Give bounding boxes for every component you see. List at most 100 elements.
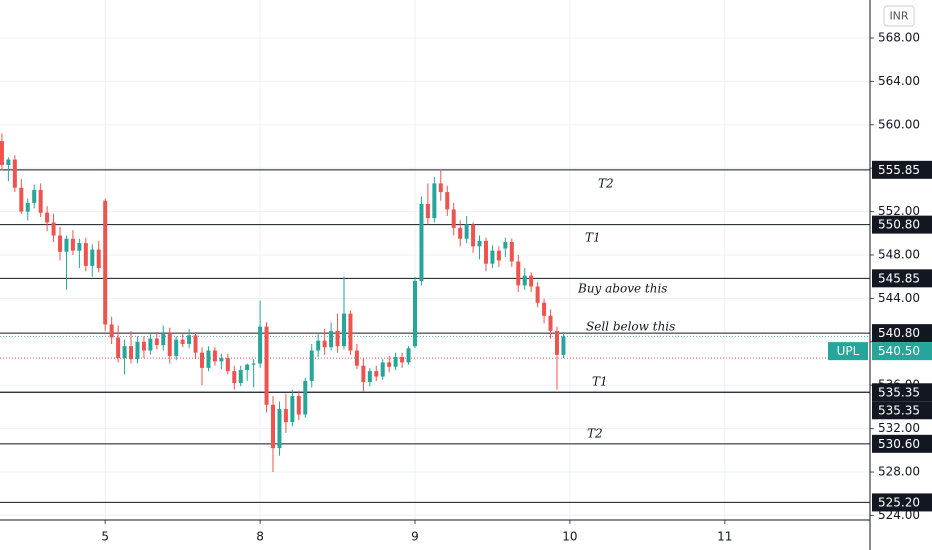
candle-body [432,183,437,219]
candle-body [277,409,282,449]
candle-body [535,286,540,303]
price-tag-label: 550.80 [878,218,920,232]
annotation: Sell below this [586,320,675,334]
candle-body [483,240,488,264]
candle-body [206,350,211,368]
y-tick-label: 528.00 [878,465,920,479]
price-tag-label: 555.85 [878,163,920,177]
candle-body [141,341,146,351]
candle-body [554,330,559,355]
candle-body [38,189,43,213]
currency-button[interactable] [883,5,915,27]
candle-body [25,202,30,212]
annotation: Buy above this [577,282,667,296]
candle-body [406,348,411,363]
candle-body [374,371,379,377]
candle-body [219,358,224,362]
level-price-tag [872,383,932,402]
candle-body [335,330,340,347]
x-tick-label: 11 [717,530,732,544]
candle-body [471,224,476,247]
candle-body [451,209,456,228]
annotation: T2 [598,177,614,191]
candle-body [445,192,450,210]
candle-body [200,352,205,368]
ann-layer: T2 T1 Buy above this Sell below this T1 T2 [577,177,675,441]
candle-body [522,275,527,286]
candle-body [464,224,469,239]
level-price-tag [872,401,932,420]
candle-body [32,189,37,203]
candle-body [96,249,101,269]
x-tick-label: 5 [101,530,109,544]
price-tag-label: 535.35 [878,385,920,399]
annotation: T1 [592,375,608,389]
candle-body [348,313,353,351]
candle-body [174,339,179,356]
candle-body [6,159,11,165]
candle-body [70,238,75,251]
candle-body [329,330,334,348]
candle-body [438,183,443,193]
price-tag-label: 540.80 [878,326,920,340]
symbol-tag-label: UPL [837,344,860,358]
x-tick-label: 10 [562,530,577,544]
candle-body [12,159,17,188]
candle-body [503,241,508,249]
candle-body [238,370,243,384]
candle-body [187,335,192,344]
candle-body [245,364,250,371]
level-price-tag [872,324,932,343]
candle-body [212,350,217,362]
candle-body [45,212,50,223]
grid-layer [0,0,870,520]
candle-body [51,222,56,236]
level-price-tag [872,493,932,512]
price-tag-label: 525.20 [878,495,920,509]
candle-body [225,358,230,372]
y-tick-label: 568.00 [878,30,920,44]
candle-body [316,340,321,351]
candle-body [309,350,314,381]
y-tick-label: 548.00 [878,248,920,262]
candle-body [122,346,127,359]
candle-body [380,362,385,377]
candle-body [109,324,114,338]
y-tick-label: 552.00 [878,204,920,218]
candle-body [400,357,405,363]
candle-body [271,404,276,449]
price-tag-label: 540.50 [878,344,920,358]
symbol-tag [828,342,868,361]
candle-body [258,326,263,364]
candles-layer [0,133,566,473]
candle-body [393,357,398,367]
candle-body [154,338,159,346]
candle-body [425,204,430,219]
candle-body [496,250,501,261]
level-price-tag [872,160,932,179]
currency-label: INR [889,10,908,23]
level-price-tag [872,215,932,234]
last-price-tag [872,342,932,361]
candle-body [529,275,534,287]
candle-body [161,333,166,346]
y-tick-label: 544.00 [878,291,920,305]
candle-body [83,243,88,266]
tags-layer: 555.85 550.80 545.85 540.80 540.50 UPL 535.35 5… [828,160,932,512]
candle-body [64,238,69,252]
y-tick-label: 532.00 [878,421,920,435]
candle-body [548,315,553,331]
x-tick-label: 8 [256,530,264,544]
candle-body [148,338,153,351]
candle-body [516,261,521,286]
candle-body [490,250,495,264]
candle-body [419,204,424,282]
level-price-tag [872,269,932,288]
candle-body [477,240,482,247]
candle-body [303,380,308,415]
candle-body [458,227,463,239]
candle-body [129,346,134,360]
x-tick-label: 9 [411,530,419,544]
